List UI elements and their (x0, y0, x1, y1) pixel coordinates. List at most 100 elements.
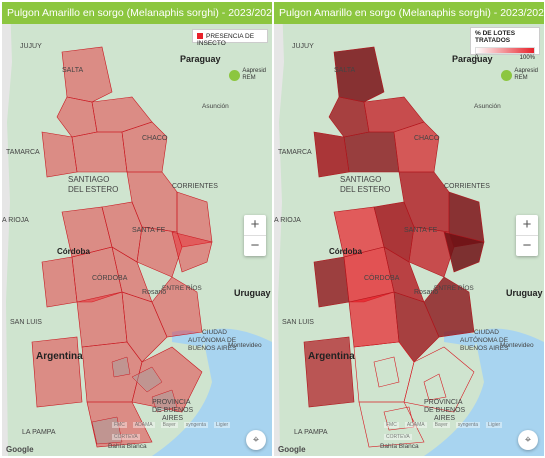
map-label-tamarca: TAMARCA (6, 149, 40, 156)
map-label-la-pampa: LA PAMPA (294, 429, 328, 436)
map-label-montevideo: Montevideo (228, 342, 262, 349)
sponsor-logo: ADAMA (132, 422, 155, 428)
map-label-bahia-blanca: Bahía Blanca (108, 443, 147, 450)
legend-max: 100% (519, 55, 535, 61)
map-label-asuncion: Asunción (474, 103, 501, 110)
map-label-caba-3: BUENOS AIRES (188, 345, 237, 352)
zoom-control: + − (244, 215, 266, 256)
map-label-cordoba-prov: CÓRDOBA (364, 273, 400, 282)
map-label-bahia-blanca: Bahía Blanca (380, 443, 419, 450)
map-label-provincia-3: AIRES (162, 415, 183, 422)
map-label-santiago: SANTIAGO (68, 175, 109, 184)
map-label-provincia-2: DE BUENOS (152, 407, 194, 414)
zoom-separator (244, 235, 266, 236)
map-label-paraguay: Paraguay (180, 54, 221, 64)
map-label-san-luis: SAN LUIS (10, 319, 42, 326)
map-label-caba-2: AUTÓNOMA DE (460, 335, 509, 344)
google-logo: Google (278, 445, 306, 454)
leaf-icon (501, 69, 513, 81)
sponsor-logos: FMC ADAMA Bayer syngenta Ligier CORTEVA (112, 422, 232, 440)
sponsor-logo: ADAMA (404, 422, 427, 428)
chile-area (2, 2, 12, 456)
locate-button[interactable]: ⌖ (518, 430, 538, 450)
map-label-corrientes: CORRIENTES (172, 183, 218, 190)
sponsor-logo: Ligier (485, 422, 503, 428)
map-label-santiago: SANTIAGO (340, 175, 381, 184)
legend-min: 0 (475, 55, 479, 61)
zoom-separator (516, 235, 538, 236)
legend-swatch (197, 33, 203, 40)
map-label-caba-2: AUTÓNOMA DE (188, 335, 237, 344)
locate-button[interactable]: ⌖ (246, 430, 266, 450)
map-label-cordoba: Córdoba (57, 247, 90, 256)
sponsor-logos: FMC ADAMA Bayer syngenta Ligier CORTEVA (384, 422, 504, 440)
map-label-jujuy: JUJUY (292, 43, 314, 50)
zoom-out-button[interactable]: − (250, 237, 260, 254)
map-label-san-luis: SAN LUIS (282, 319, 314, 326)
logo-sub: REM (242, 75, 256, 81)
map-canvas[interactable]: JUJUY SALTA Paraguay Asunción CHACO TAMA… (2, 2, 272, 456)
aapresid-logo: Aapresid REM (501, 68, 538, 82)
map-label-salta: SALTA (62, 67, 83, 74)
google-logo: Google (6, 445, 34, 454)
logo-name: Aapresid (514, 68, 538, 74)
sponsor-logo: CORTEVA (112, 434, 140, 440)
map-label-la-rioja: A RIOJA (2, 217, 29, 224)
map-label-paraguay: Paraguay (452, 54, 493, 64)
legend-presence: PRESENCIA DE INSECTO (192, 29, 268, 47)
presence-regions (31, 46, 213, 448)
treated-regions (303, 46, 485, 408)
sponsor-logo: Bayer (160, 422, 178, 428)
zoom-in-button[interactable]: + (250, 216, 260, 233)
map-label-uruguay: Uruguay (234, 288, 271, 298)
map-label-tamarca: TAMARCA (278, 149, 312, 156)
zoom-in-button[interactable]: + (522, 216, 532, 233)
ocean (424, 328, 544, 456)
map-label-provincia-1: PROVINCIA (152, 399, 191, 406)
map-canvas[interactable]: JUJUY SALTA Paraguay Asunción CHACO TAMA… (274, 2, 544, 456)
map-panel-treated[interactable]: JUJUY SALTA Paraguay Asunción CHACO TAMA… (274, 2, 544, 456)
map-label-uruguay: Uruguay (506, 288, 543, 298)
map-title: Pulgon Amarillo en sorgo (Melanaphis sor… (274, 2, 544, 24)
map-label-asuncion: Asunción (202, 103, 229, 110)
sponsor-logo: CORTEVA (384, 434, 412, 440)
sponsor-logo: Bayer (432, 422, 450, 428)
map-label-santa-fe: SANTA FE (404, 227, 438, 234)
map-label-rosario: Rosario (414, 289, 438, 296)
crosshair-icon: ⌖ (524, 434, 532, 446)
legend-label: PRESENCIA DE INSECTO (197, 33, 255, 47)
map-label-caba-1: CIUDAD (202, 329, 227, 336)
map-label-montevideo: Montevideo (500, 342, 534, 349)
map-label-rosario: Rosario (142, 289, 166, 296)
map-label-argentina: Argentina (308, 351, 355, 362)
map-label-entre-rios: ENTRE RÍOS (434, 283, 474, 292)
map-label-del-estero: DEL ESTERO (340, 185, 390, 194)
legend-label: % DE LOTES TRATADOS (475, 30, 516, 44)
legend-gradient (475, 47, 535, 54)
map-label-jujuy: JUJUY (20, 43, 42, 50)
sponsor-logo: syngenta (183, 422, 208, 428)
map-label-del-estero: DEL ESTERO (68, 185, 118, 194)
map-label-cordoba: Córdoba (329, 247, 362, 256)
logo-sub: REM (514, 75, 528, 81)
map-label-caba-3: BUENOS AIRES (460, 345, 509, 352)
map-label-chaco: CHACO (414, 135, 440, 142)
zoom-control: + − (516, 215, 538, 256)
sponsor-logo: FMC (384, 422, 399, 428)
river-plate (172, 330, 207, 347)
sponsor-logo: syngenta (455, 422, 480, 428)
map-label-caba-1: CIUDAD (474, 329, 499, 336)
map-label-cordoba-prov: CÓRDOBA (92, 273, 128, 282)
crosshair-icon: ⌖ (252, 434, 260, 446)
chile-area (274, 2, 284, 456)
zoom-out-button[interactable]: − (522, 237, 532, 254)
sponsor-logo: Ligier (213, 422, 231, 428)
map-panel-presence[interactable]: JUJUY SALTA Paraguay Asunción CHACO TAMA… (2, 2, 272, 456)
map-label-provincia-3: AIRES (434, 415, 455, 422)
map-label-la-rioja: A RIOJA (274, 217, 301, 224)
map-label-corrientes: CORRIENTES (444, 183, 490, 190)
map-label-provincia-1: PROVINCIA (424, 399, 463, 406)
map-title: Pulgon Amarillo en sorgo (Melanaphis sor… (2, 2, 272, 24)
untreated-regions (353, 341, 475, 448)
no-data-regions (91, 356, 178, 445)
